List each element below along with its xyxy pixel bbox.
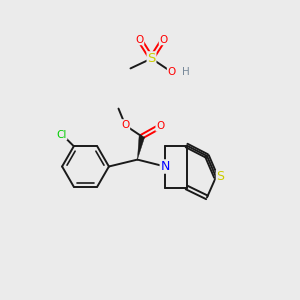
Polygon shape (137, 136, 145, 160)
Text: O: O (167, 67, 176, 77)
Text: O: O (156, 121, 164, 131)
Text: S: S (217, 170, 224, 184)
Text: O: O (121, 120, 130, 130)
Text: Cl: Cl (56, 130, 67, 140)
Text: N: N (160, 160, 170, 173)
Text: H: H (182, 67, 189, 77)
Text: O: O (159, 34, 168, 45)
Text: O: O (135, 34, 144, 45)
Text: S: S (147, 52, 156, 65)
